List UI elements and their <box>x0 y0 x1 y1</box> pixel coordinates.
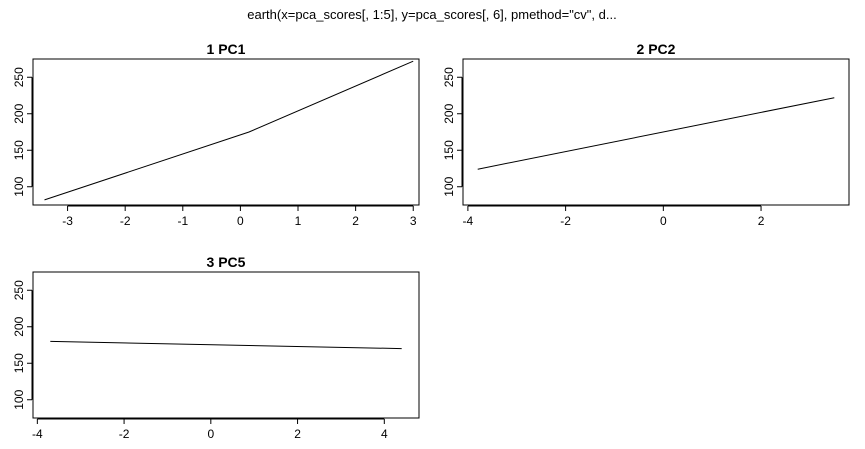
panel-title: 2 PC2 <box>637 41 676 57</box>
x-tick-label: 0 <box>660 214 667 228</box>
x-tick-label: 3 <box>410 214 417 228</box>
panel-3: 3 PC5 -4 -2 0 2 4 100 150 200 250 <box>12 254 420 441</box>
y-tick-label: 150 <box>12 353 26 373</box>
y-tick-label: 200 <box>442 103 456 123</box>
y-tick-label: 250 <box>12 280 26 300</box>
panel-2: 2 PC2 -4 -2 0 2 100 150 200 250 <box>442 41 850 228</box>
plot-frame <box>462 58 850 206</box>
figure-title: earth(x=pca_scores[, 1:5], y=pca_scores[… <box>247 7 616 22</box>
x-tick-label: -4 <box>32 427 43 441</box>
x-tick-label: -2 <box>560 214 571 228</box>
x-tick-label: 0 <box>237 214 244 228</box>
y-tick-label: 100 <box>12 389 26 409</box>
partial-dependence-line <box>44 60 414 201</box>
x-tick-label: -1 <box>177 214 188 228</box>
x-tick-label: 1 <box>295 214 302 228</box>
x-tick-label: -2 <box>120 214 131 228</box>
x-tick-label: 0 <box>207 427 214 441</box>
x-tick-label: 2 <box>758 214 765 228</box>
panel-title: 1 PC1 <box>207 41 246 57</box>
x-tick-label: -4 <box>463 214 474 228</box>
partial-dependence-line <box>477 97 835 170</box>
panel-1: 1 PC1 -3 -2 -1 0 1 2 3 100 150 200 250 <box>12 41 420 228</box>
y-tick-label: 200 <box>12 103 26 123</box>
panel-title: 3 PC5 <box>207 254 246 270</box>
plot-frame <box>32 58 420 206</box>
y-tick-label: 200 <box>12 316 26 336</box>
x-tick-label: -3 <box>62 214 73 228</box>
panels: 1 PC1 -3 -2 -1 0 1 2 3 100 150 200 250 2 PC2 -4 -2 0 2 10… <box>12 41 850 441</box>
x-tick-label: 4 <box>381 427 388 441</box>
y-tick-label: 100 <box>442 176 456 196</box>
y-tick-label: 150 <box>442 140 456 160</box>
y-tick-label: 250 <box>442 67 456 87</box>
y-tick-label: 250 <box>12 67 26 87</box>
y-tick-label: 150 <box>12 140 26 160</box>
x-tick-label: 2 <box>352 214 359 228</box>
partial-dependence-line <box>50 340 402 350</box>
plot-frame <box>32 271 420 419</box>
y-tick-label: 100 <box>12 176 26 196</box>
x-tick-label: 2 <box>294 427 301 441</box>
x-tick-label: -2 <box>119 427 130 441</box>
